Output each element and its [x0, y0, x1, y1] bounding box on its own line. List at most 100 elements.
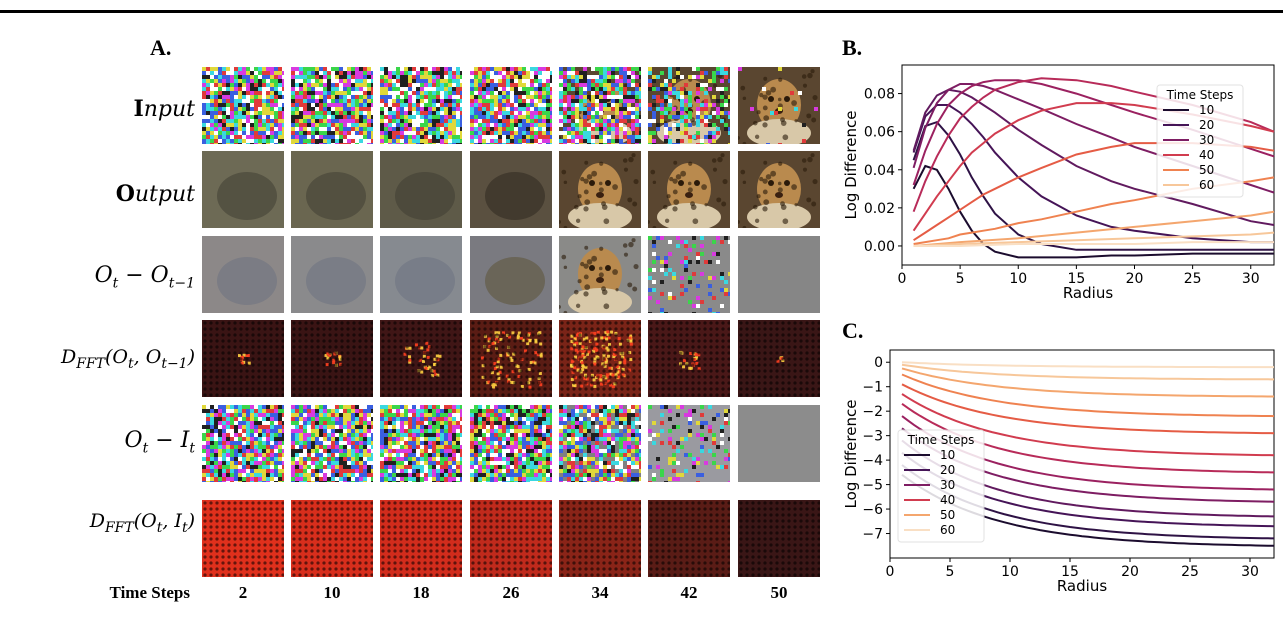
legend-title: Time Steps [1166, 88, 1234, 102]
series-line-7 [901, 393, 1275, 457]
image-cell-r3-c3 [470, 320, 552, 397]
x-tick-label: 20 [1121, 564, 1139, 580]
series-line-12 [901, 361, 1274, 369]
image-cell-r3-c4 [559, 320, 641, 397]
y-tick-label: −4 [862, 453, 883, 469]
x-axis-label: Radius [1063, 284, 1113, 302]
image-cell-r1-c3 [470, 151, 552, 228]
legend-label: 10 [940, 448, 955, 462]
x-tick-label: 5 [946, 564, 955, 580]
legend-title: Time Steps [907, 433, 975, 447]
series-line-2 [912, 104, 1274, 244]
image-cell-r5-c2 [380, 500, 462, 577]
image-cell-r0-c2 [380, 67, 462, 144]
image-cell-r4-c5 [648, 405, 730, 482]
image-cell-r4-c6 [738, 405, 820, 482]
image-cell-r0-c4 [559, 67, 641, 144]
y-tick-label: −3 [862, 429, 883, 445]
image-cell-r4-c0 [202, 405, 284, 482]
panel-a-letter: A. [150, 35, 172, 60]
x-tick-label: 30 [1241, 564, 1259, 580]
x-tick-label: 25 [1184, 271, 1202, 287]
image-cell-r5-c3 [470, 500, 552, 577]
image-cell-r4-c4 [559, 405, 641, 482]
image-cell-r4-c1 [291, 405, 373, 482]
series-line-11 [913, 231, 1275, 247]
time-step-42: 42 [680, 583, 698, 602]
x-tick-label: 20 [1126, 271, 1144, 287]
image-cell-r1-c1 [291, 151, 373, 228]
time-step-18: 18 [412, 583, 430, 602]
legend-label: 40 [940, 493, 955, 507]
y-tick-label: −6 [862, 502, 883, 518]
x-tick-label: 15 [1061, 564, 1079, 580]
x-tick-label: 10 [1001, 564, 1019, 580]
image-cell-r1-c5 [648, 151, 730, 228]
image-cell-r2-c4 [559, 236, 641, 313]
legend-label: 20 [940, 463, 955, 477]
image-cell-r4-c3 [470, 405, 552, 482]
legend-label: 60 [1199, 178, 1214, 192]
y-tick-label: 0.08 [864, 87, 895, 103]
image-cell-r0-c3 [470, 67, 552, 144]
time-step-2: 2 [238, 583, 248, 602]
image-cell-r0-c0 [202, 67, 284, 144]
y-tick-label: 0 [874, 355, 883, 371]
time-step-26: 26 [502, 583, 520, 602]
legend-label: 50 [1199, 163, 1214, 177]
legend-label: 50 [940, 508, 955, 522]
series-line-11 [901, 363, 1275, 381]
y-tick-label: −7 [862, 527, 883, 543]
image-cell-r3-c1 [291, 320, 373, 397]
x-tick-label: 10 [1009, 271, 1027, 287]
legend-label: 20 [1199, 118, 1214, 132]
series-line-10 [901, 367, 1274, 398]
image-cell-r4-c2 [380, 405, 462, 482]
row-label-2: Ot − Ot−1 [94, 263, 195, 292]
series-line-8 [901, 383, 1275, 435]
image-cell-r2-c5 [648, 236, 730, 313]
image-cell-r0-c1 [291, 67, 373, 144]
image-cell-r0-c6 [738, 67, 820, 144]
image-cell-r2-c6 [738, 236, 820, 313]
image-cell-r3-c2 [380, 320, 462, 397]
x-tick-label: 0 [898, 271, 907, 287]
image-cell-r2-c1 [291, 236, 373, 313]
y-axis-label: Log Difference [842, 111, 860, 220]
x-axis-label: Radius [1057, 577, 1107, 595]
image-cell-r2-c3 [470, 236, 552, 313]
legend-label: 10 [1199, 103, 1214, 117]
row-label-3: DFFT(Ot, Ot−1) [61, 346, 195, 372]
y-tick-label: 0.02 [864, 201, 895, 217]
series-line-10 [913, 210, 1275, 247]
time-step-34: 34 [591, 583, 609, 602]
x-tick-label: 15 [1067, 271, 1085, 287]
y-tick-label: −2 [862, 404, 883, 420]
y-tick-label: 0.06 [864, 125, 895, 141]
time-step-50: 50 [770, 583, 788, 602]
series-line-0 [912, 164, 1274, 259]
image-cell-r5-c4 [559, 500, 641, 577]
image-cell-r5-c1 [291, 500, 373, 577]
image-cell-r2-c2 [380, 236, 462, 313]
y-tick-label: −1 [862, 380, 883, 396]
image-cell-r0-c5 [648, 67, 730, 144]
row-label-1: Output [115, 181, 195, 207]
y-tick-label: −5 [862, 478, 883, 494]
x-tick-label: 5 [956, 271, 965, 287]
panel-c-letter: C. [842, 318, 864, 343]
legend-label: 30 [940, 478, 955, 492]
image-cell-r1-c2 [380, 151, 462, 228]
image-cell-r1-c0 [202, 151, 284, 228]
y-axis-label: Log Difference [842, 400, 860, 509]
legend-label: 60 [940, 523, 955, 537]
time-steps-label: Time Steps [109, 583, 190, 602]
image-cell-r3-c6 [738, 320, 820, 397]
x-tick-label: 25 [1181, 564, 1199, 580]
image-cell-r1-c4 [559, 151, 641, 228]
y-tick-label: 0.04 [864, 163, 895, 179]
legend-label: 30 [1199, 133, 1214, 147]
y-tick-label: 0.00 [864, 239, 895, 255]
panel-b-letter: B. [842, 35, 863, 60]
image-cell-r5-c0 [202, 500, 284, 577]
